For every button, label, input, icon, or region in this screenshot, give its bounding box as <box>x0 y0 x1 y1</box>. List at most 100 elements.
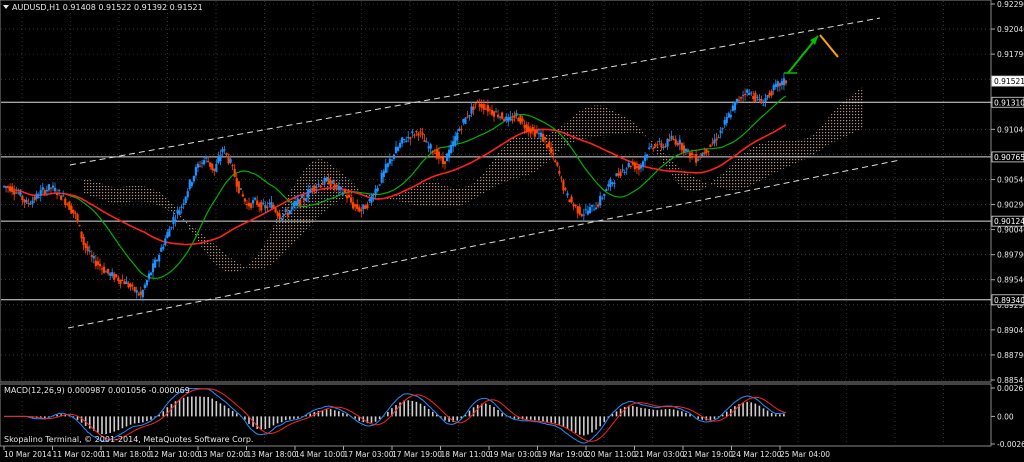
candle-body <box>501 112 504 119</box>
candle-body <box>37 196 40 198</box>
candle-body <box>72 209 75 214</box>
candle-body <box>337 185 340 190</box>
candle-body <box>149 272 153 276</box>
candle-body <box>300 195 304 199</box>
candle-body <box>53 187 57 192</box>
candle-body <box>160 247 163 252</box>
candle-body <box>55 193 59 196</box>
candle-body <box>719 130 722 134</box>
candle-body <box>476 100 479 102</box>
candle-body <box>482 104 485 110</box>
candle-body <box>384 164 387 173</box>
candle-body <box>180 206 183 209</box>
candle-body <box>484 108 487 110</box>
candle-body <box>288 210 291 215</box>
candle-body <box>264 204 267 209</box>
candle-body <box>466 116 469 118</box>
candle-body <box>603 194 606 197</box>
time-tick-label: 18 Mar 11:00 <box>441 450 491 459</box>
candle-body <box>39 190 42 196</box>
candle-body <box>176 209 179 214</box>
candle-body <box>390 159 394 161</box>
candle-body <box>323 177 326 185</box>
forecast-arrows[interactable] <box>784 34 839 74</box>
candle-body <box>629 165 632 167</box>
candle-body <box>249 203 253 208</box>
candle-body <box>196 163 200 168</box>
candle-body <box>509 116 512 121</box>
candle-body <box>94 260 97 267</box>
candle-body <box>727 113 730 118</box>
candle-body <box>654 144 657 147</box>
candle-body <box>372 197 375 199</box>
symbol-dropdown-icon[interactable] <box>3 5 9 9</box>
candle-body <box>207 160 210 163</box>
candle-body <box>505 116 508 121</box>
candle-body <box>768 92 771 96</box>
candle-body <box>25 200 28 203</box>
time-tick-label: 11 Mar 18:00 <box>101 450 151 459</box>
candle-body <box>784 80 788 84</box>
candle-body <box>98 263 102 267</box>
candle-body <box>327 178 330 185</box>
candle-body <box>605 189 608 191</box>
candle-body <box>472 106 475 110</box>
candle-body <box>486 105 489 112</box>
macd-axis: 0.002677 0.00 -0.002604 <box>991 384 1024 449</box>
candle-body <box>415 131 418 133</box>
candle-body <box>2 186 6 188</box>
candle-body <box>137 293 140 296</box>
candle-body <box>6 186 10 189</box>
candle-body <box>588 207 592 214</box>
candle-body <box>292 202 296 207</box>
price-label-box <box>991 151 1024 163</box>
horizontal-levels[interactable] <box>1 101 991 301</box>
time-tick-label: 17 Mar 03:00 <box>344 450 394 459</box>
candle-body <box>746 89 749 93</box>
candle-body <box>458 128 461 132</box>
candle-body <box>658 140 661 142</box>
candle-body <box>778 83 781 87</box>
symbol-header: AUDUSD,H1 0.91408 0.91522 0.91392 0.9152… <box>12 3 203 12</box>
candle-body <box>127 283 130 288</box>
channel-lower-line[interactable] <box>67 159 901 329</box>
trend-channel[interactable] <box>67 17 901 329</box>
main-chart-pane[interactable] <box>0 0 992 383</box>
candle-body <box>135 290 138 293</box>
candle-body <box>147 273 151 279</box>
candle-body <box>43 190 46 195</box>
candle-body <box>701 153 704 157</box>
candle-body <box>690 152 694 156</box>
orange-down-arrow-icon[interactable] <box>819 34 839 58</box>
ichimoku-cloud-band <box>84 86 864 273</box>
ichimoku-cloud <box>84 86 864 273</box>
candle-body <box>362 204 365 210</box>
candle-body <box>744 93 747 95</box>
candle-body <box>680 143 683 151</box>
candle-body <box>60 195 63 201</box>
candle-body <box>186 191 189 198</box>
candle-body <box>492 111 496 117</box>
candle-body <box>311 188 314 190</box>
candle-body <box>566 193 569 196</box>
candle-body <box>443 161 447 164</box>
candle-body <box>184 196 187 203</box>
candle-body <box>305 198 308 201</box>
candle-body <box>217 157 220 163</box>
candle-body <box>494 111 498 113</box>
candle-body <box>198 165 202 167</box>
candle-body <box>156 260 159 262</box>
candle-body <box>625 168 628 170</box>
candle-body <box>388 158 391 164</box>
candle-body <box>58 190 61 192</box>
candle-body <box>182 203 185 205</box>
ma-slow-line <box>3 124 787 246</box>
candle-body <box>325 177 328 182</box>
channel-upper-line[interactable] <box>69 17 881 166</box>
candle-body <box>78 225 81 227</box>
